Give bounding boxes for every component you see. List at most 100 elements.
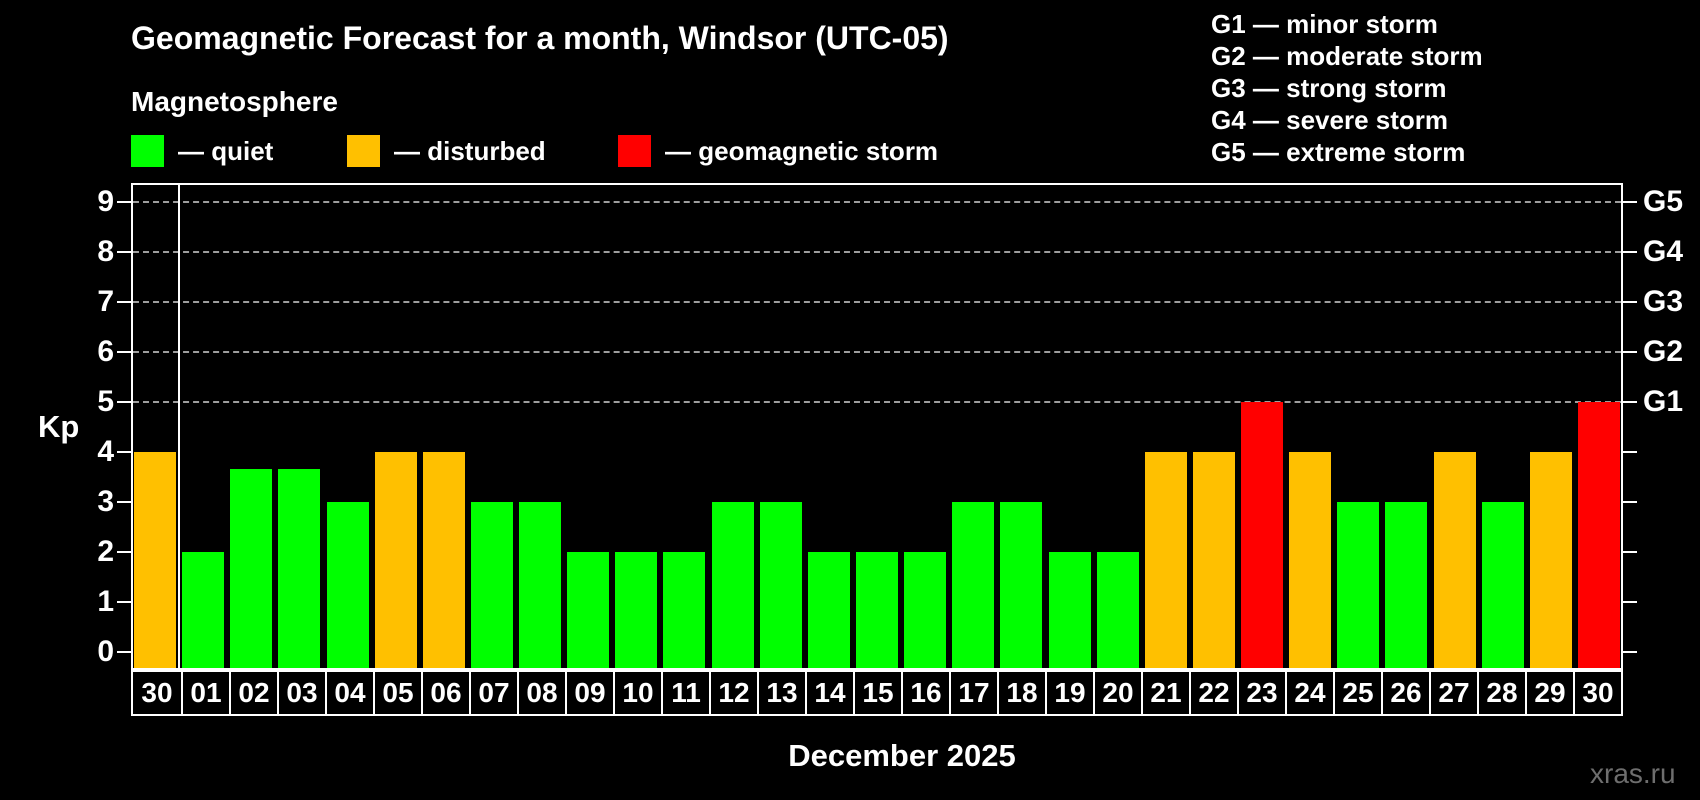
y-tick-left	[117, 401, 131, 403]
kp-bar-day-23	[1241, 402, 1284, 668]
legend-item-storm: — geomagnetic storm	[618, 135, 938, 167]
kp-bar-day-14	[807, 552, 850, 668]
gridline-kp-9	[133, 201, 1621, 203]
day-label: 20	[1093, 672, 1141, 714]
y-tick-right	[1623, 301, 1637, 303]
day-label: 03	[277, 672, 325, 714]
legend-swatch-storm	[618, 135, 651, 167]
day-label: 04	[325, 672, 373, 714]
plot-area	[131, 183, 1623, 670]
y-axis-label: Kp	[38, 409, 80, 444]
kp-bar-day-11	[663, 552, 706, 668]
day-label: 02	[229, 672, 277, 714]
kp-bar-day-13	[759, 502, 802, 668]
day-label: 23	[1237, 672, 1285, 714]
y-tick-left	[117, 551, 131, 553]
y-tick-right	[1623, 201, 1637, 203]
g-level-label-G5: G5	[1643, 185, 1684, 218]
day-label: 01	[181, 672, 229, 714]
month-label: December 2025	[788, 738, 1016, 773]
kp-bar-day-12	[711, 502, 754, 668]
y-tick-left	[117, 451, 131, 453]
kp-bar-day-01	[182, 552, 225, 668]
y-tick-left	[117, 651, 131, 653]
y-tick-left	[117, 251, 131, 253]
legend-swatch-disturbed	[347, 135, 380, 167]
day-label: 13	[757, 672, 805, 714]
kp-bar-day-16	[904, 552, 947, 668]
kp-bar-day-08	[519, 502, 562, 668]
y-tick-right	[1623, 451, 1637, 453]
kp-bar-day-30	[134, 452, 177, 668]
day-label: 10	[613, 672, 661, 714]
gridline-kp-5	[133, 401, 1621, 403]
gridline-kp-8	[133, 251, 1621, 253]
storm-scale-legend: G1 — minor storm G2 — moderate storm G3 — …	[1211, 8, 1483, 168]
legend-swatch-quiet	[131, 135, 164, 167]
g-level-label-G3: G3	[1643, 285, 1684, 318]
day-label: 14	[805, 672, 853, 714]
kp-bar-day-19	[1048, 552, 1091, 668]
y-tick-label: 1	[97, 585, 114, 618]
y-tick-label: 8	[97, 235, 114, 268]
storm-scale-item: G3 — strong storm	[1211, 73, 1447, 103]
kp-bar-day-18	[1000, 502, 1043, 668]
kp-bar-day-07	[470, 502, 513, 668]
y-tick-left	[117, 601, 131, 603]
day-label: 29	[1525, 672, 1573, 714]
kp-bar-day-17	[952, 502, 995, 668]
y-tick-left	[117, 501, 131, 503]
y-tick-left	[117, 201, 131, 203]
day-label: 22	[1189, 672, 1237, 714]
gridline-kp-6	[133, 351, 1621, 353]
y-tick-right	[1623, 401, 1637, 403]
kp-bar-day-05	[374, 452, 417, 668]
kp-bar-day-27	[1433, 452, 1476, 668]
month-separator-line	[178, 185, 181, 668]
day-label: 26	[1381, 672, 1429, 714]
day-label: 17	[949, 672, 997, 714]
legend-label-disturbed: — disturbed	[394, 135, 546, 166]
y-tick-label: 0	[97, 635, 114, 668]
y-tick-right	[1623, 501, 1637, 503]
g-level-label-G1: G1	[1643, 385, 1684, 418]
day-label: 30	[141, 677, 173, 708]
y-tick-right	[1623, 351, 1637, 353]
watermark: xras.ru	[1590, 758, 1676, 789]
legend-label-storm: — geomagnetic storm	[665, 135, 939, 166]
kp-bar-day-30	[1577, 402, 1620, 668]
kp-bar-day-21	[1144, 452, 1187, 668]
day-label: 16	[901, 672, 949, 714]
day-label: 06	[421, 672, 469, 714]
kp-bar-day-24	[1289, 452, 1332, 668]
storm-scale-item: G5 — extreme storm	[1211, 137, 1466, 167]
day-label: 09	[565, 672, 613, 714]
day-label: 24	[1285, 672, 1333, 714]
kp-bar-day-28	[1481, 502, 1524, 668]
kp-bar-day-25	[1337, 502, 1380, 668]
kp-bar-day-26	[1385, 502, 1428, 668]
y-tick-label: 3	[97, 485, 114, 518]
day-label: 27	[1429, 672, 1477, 714]
y-tick-label: 4	[97, 435, 114, 468]
chart-subtitle: Magnetosphere	[131, 86, 338, 117]
day-label: 07	[469, 672, 517, 714]
day-label: 25	[1333, 672, 1381, 714]
day-label: 19	[1045, 672, 1093, 714]
y-tick-right	[1623, 251, 1637, 253]
day-label: 08	[517, 672, 565, 714]
day-label: 12	[709, 672, 757, 714]
day-label: 30	[1573, 672, 1621, 714]
y-tick-right	[1623, 551, 1637, 553]
kp-bar-day-29	[1529, 452, 1572, 668]
day-label: 05	[373, 672, 421, 714]
day-label: 28	[1477, 672, 1525, 714]
kp-bar-day-06	[422, 452, 465, 668]
kp-bar-day-22	[1192, 452, 1235, 668]
y-tick-label: 7	[97, 285, 114, 318]
storm-scale-item: G2 — moderate storm	[1211, 41, 1483, 71]
y-tick-left	[117, 301, 131, 303]
kp-bar-day-03	[278, 468, 321, 668]
storm-scale-item: G1 — minor storm	[1211, 9, 1438, 39]
y-tick-right	[1623, 601, 1637, 603]
